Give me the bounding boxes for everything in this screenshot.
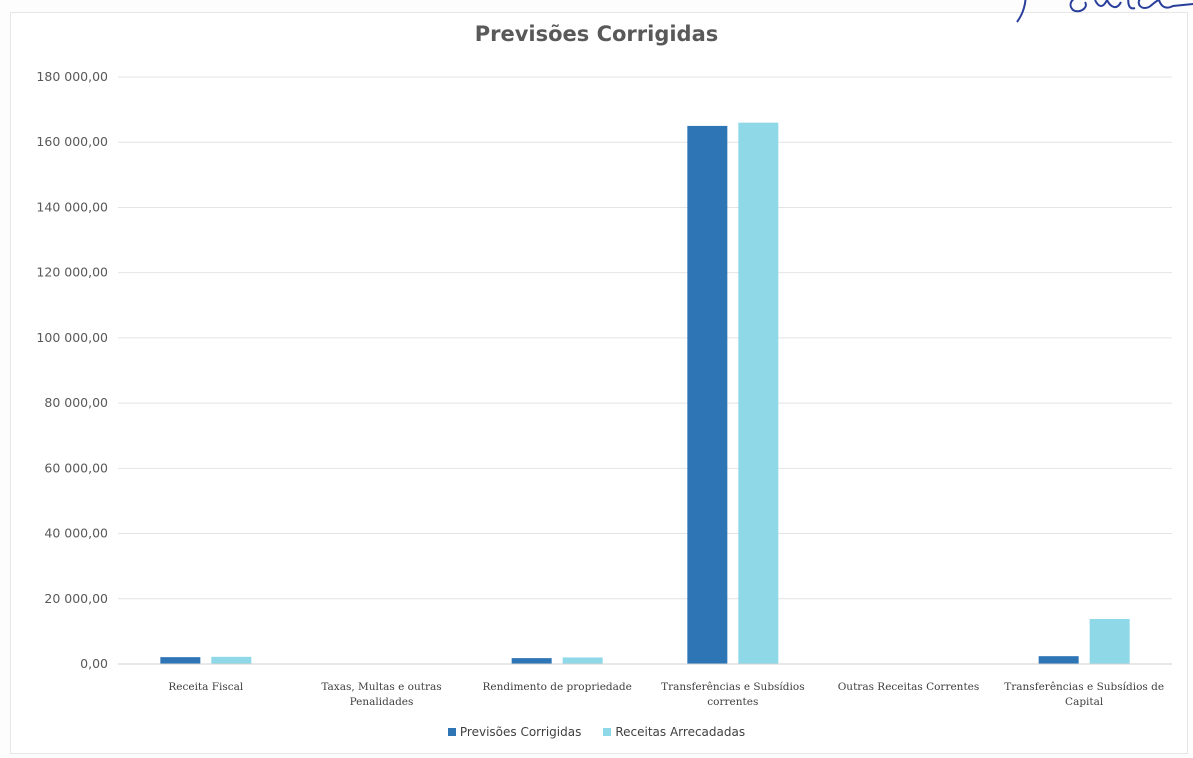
y-tick-label: 60 000,00: [44, 460, 108, 475]
bar-previsoes-5: [1038, 656, 1079, 664]
bar-receitas-0: [211, 656, 252, 664]
y-tick-label: 140 000,00: [36, 199, 108, 214]
handwritten-signature: [1016, 0, 1193, 23]
y-tick-label: 0,00: [80, 656, 108, 671]
bar-previsoes-3: [687, 125, 728, 664]
legend-label-receitas: Receitas Arrecadadas: [615, 725, 746, 739]
legend-swatch-previsoes: [447, 728, 456, 736]
x-category-label: Transferências e Subsídios de Capital: [1004, 681, 1164, 708]
y-tick-label: 180 000,00: [36, 69, 108, 84]
y-tick-label: 80 000,00: [44, 395, 108, 410]
chart-frame: [10, 12, 1188, 754]
y-tick-label: 100 000,00: [36, 330, 108, 345]
bars: [160, 122, 1130, 664]
x-category-label: Rendimento de propriedade: [482, 681, 631, 693]
y-tick-label: 120 000,00: [36, 265, 108, 280]
bar-previsoes-2: [511, 658, 552, 664]
bar-receitas-2: [562, 657, 603, 664]
y-tick-label: 20 000,00: [44, 591, 108, 606]
legend-label-previsoes: Previsões Corrigidas: [459, 725, 582, 739]
x-axis-categories: Receita Fiscal Taxas, Multas e outras Pena…: [168, 681, 1164, 708]
x-category-label: Outras Receitas Correntes: [838, 681, 980, 693]
bar-receitas-5: [1089, 618, 1130, 664]
legend-item-previsoes: Previsões Corrigidas: [447, 725, 582, 739]
bar-receitas-3: [738, 122, 779, 664]
y-axis-ticks: 0,00 20 000,00 40 000,00 60 000,00 80 000,00…: [36, 69, 108, 671]
legend-item-receitas: Receitas Arrecadadas: [603, 725, 745, 739]
bar-previsoes-0: [160, 657, 201, 664]
chart-title: Previsões Corrigidas: [474, 22, 719, 46]
x-category-label: Taxas, Multas e outras Penalidades: [321, 681, 441, 708]
y-tick-label: 160 000,00: [36, 134, 108, 149]
legend-swatch-receitas: [603, 728, 612, 736]
legend: Previsões Corrigidas Receitas Arrecadada…: [0, 725, 1193, 739]
gridlines: [118, 76, 1172, 600]
x-category-label: Transferências e Subsídios correntes: [661, 681, 805, 708]
x-category-label: Receita Fiscal: [168, 681, 244, 693]
y-tick-label: 40 000,00: [44, 526, 108, 541]
